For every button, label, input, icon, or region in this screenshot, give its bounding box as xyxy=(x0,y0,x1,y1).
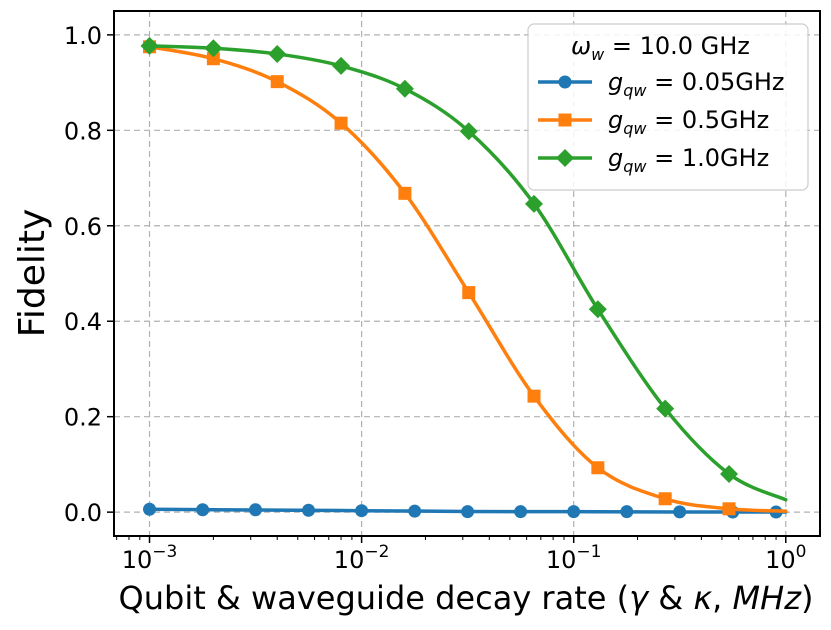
series-3 xyxy=(140,36,788,502)
data-point xyxy=(398,186,412,200)
legend-label: gqw = 0.05GHz xyxy=(608,68,785,100)
data-point xyxy=(658,492,672,506)
data-point xyxy=(673,505,687,519)
plot-frame xyxy=(113,10,821,537)
data-point xyxy=(268,44,287,63)
data-point xyxy=(395,79,414,98)
data-point xyxy=(620,505,634,519)
axis-ticks: 0.0 0.2 0.4 0.6 0.8 1.0 10−3 10−2 10−1 100 xyxy=(64,22,807,574)
data-point xyxy=(248,503,262,517)
x-tick-label: 100 xyxy=(765,542,806,574)
y-tick-label: 0.8 xyxy=(64,117,102,145)
series-layer xyxy=(140,36,788,519)
data-point xyxy=(656,399,675,418)
legend-title: ωw = 10.0 GHz xyxy=(571,32,750,64)
x-tick-label: 10−1 xyxy=(546,542,602,574)
data-point xyxy=(332,56,351,75)
y-tick-label: 0.4 xyxy=(64,308,102,336)
data-point xyxy=(408,504,422,518)
data-point xyxy=(527,389,541,403)
data-point xyxy=(140,36,159,55)
data-point xyxy=(567,505,581,519)
data-point xyxy=(355,504,369,518)
data-point xyxy=(204,39,223,58)
y-tick-label: 1.0 xyxy=(64,22,102,50)
y-axis-label: Fidelity xyxy=(12,209,53,338)
data-point xyxy=(459,122,478,141)
y-tick-label: 0.2 xyxy=(64,404,102,432)
data-point xyxy=(206,52,220,66)
x-tick-label: 10−3 xyxy=(122,542,178,574)
data-point xyxy=(514,505,528,519)
data-point xyxy=(334,116,348,130)
y-tick-label: 0.0 xyxy=(64,499,102,527)
legend-label: gqw = 1.0GHz xyxy=(608,144,769,176)
series-1 xyxy=(143,502,788,519)
legend-box xyxy=(527,23,809,191)
x-tick-label: 10−2 xyxy=(334,542,390,574)
legend-marker xyxy=(556,149,574,167)
x-axis-label: Qubit & waveguide decay rate (γ & κ, MHz… xyxy=(119,579,814,617)
data-point xyxy=(720,464,739,483)
data-point xyxy=(143,502,157,516)
data-point xyxy=(270,75,284,89)
data-point xyxy=(525,194,544,213)
y-tick-label: 0.6 xyxy=(64,213,102,241)
data-point xyxy=(591,461,605,475)
data-point xyxy=(302,503,316,517)
legend-marker xyxy=(558,75,572,89)
legend: ωw = 10.0 GHz gqw = 0.05GHz gqw = 0.5GHz g… xyxy=(527,23,809,191)
data-point xyxy=(462,286,476,300)
data-point xyxy=(722,502,736,516)
data-point xyxy=(196,503,210,517)
legend-marker xyxy=(558,113,572,127)
data-point xyxy=(461,505,475,519)
legend-label: gqw = 0.5GHz xyxy=(608,106,769,138)
data-point xyxy=(588,300,607,319)
